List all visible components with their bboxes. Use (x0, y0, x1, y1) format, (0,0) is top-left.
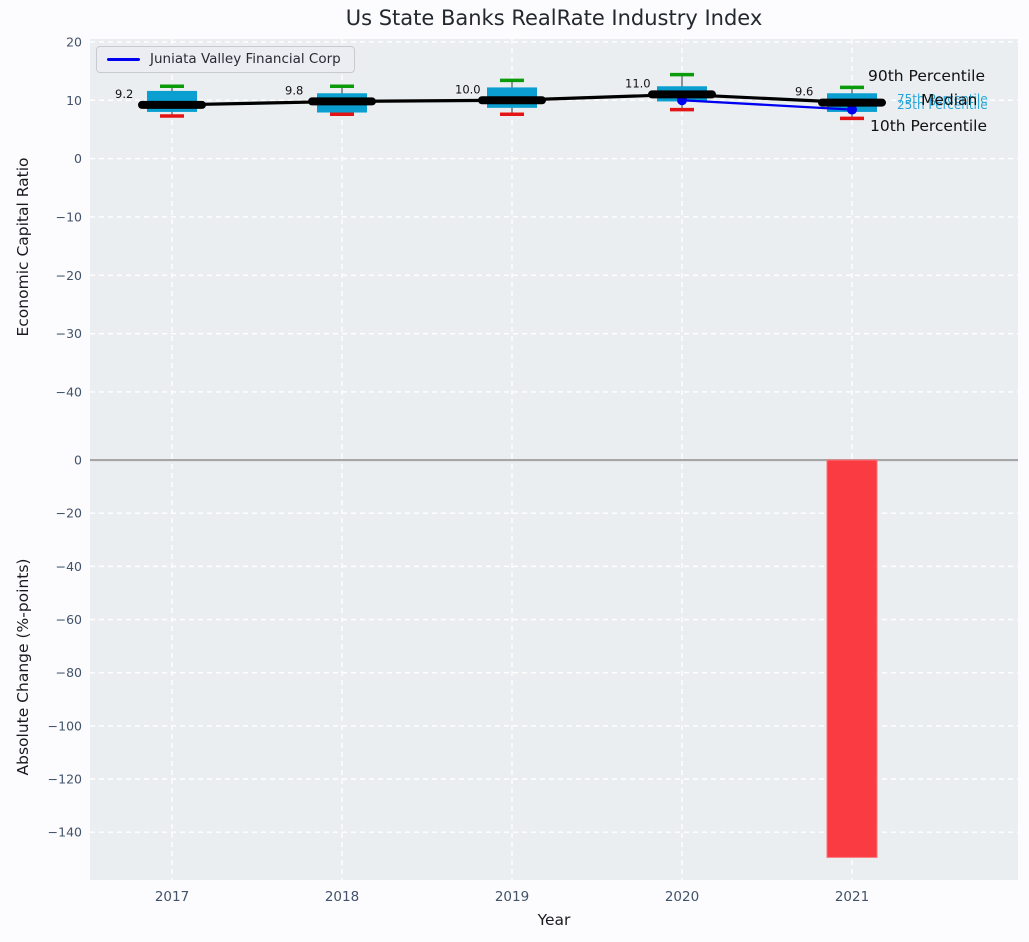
y-tick-label: 20 (66, 34, 82, 49)
median-value-label: 9.6 (795, 85, 813, 99)
x-tick-label: 2018 (325, 889, 359, 905)
bar-2021 (826, 459, 878, 858)
y-tick-label: −120 (48, 771, 82, 786)
x-tick-label: 2017 (155, 889, 189, 905)
annotation-90th-percentile: 90th Percentile (868, 67, 986, 85)
annotation-10th-percentile: 10th Percentile (870, 117, 988, 135)
y-tick-label: −20 (56, 506, 82, 521)
x-tick-label: 2020 (665, 889, 699, 905)
median-value-label: 9.8 (285, 83, 303, 97)
bottom-plot-background (90, 455, 1018, 880)
y-axis-label-bottom: Absolute Change (%-points) (14, 558, 32, 776)
annotation-median: Median (921, 91, 978, 109)
annotation-75th-percentile: 75th Percentile (897, 92, 988, 106)
y-tick-label: −60 (56, 612, 82, 627)
y-tick-label: −40 (56, 559, 82, 574)
y-tick-label: 0 (74, 453, 82, 468)
x-tick-label: 2019 (495, 889, 529, 905)
y-tick-label: −40 (56, 384, 82, 399)
y-axis-label-top: Economic Capital Ratio (14, 157, 32, 337)
y-tick-label: −80 (56, 665, 82, 680)
legend-label: Juniata Valley Financial Corp (150, 51, 341, 67)
legend-line-swatch (107, 57, 140, 61)
y-tick-label: 0 (74, 151, 82, 166)
y-tick-label: 10 (66, 93, 82, 108)
annotation-25th-percentile: 25th Percentile (897, 98, 988, 112)
company-line (681, 99, 853, 111)
median-value-label: 9.2 (115, 87, 133, 101)
chart-title: Us State Banks RealRate Industry Index (345, 6, 763, 30)
x-tick-label: 2021 (835, 889, 869, 905)
y-tick-label: −140 (48, 825, 82, 840)
y-tick-label: −100 (48, 718, 82, 733)
median-value-label: 11.0 (625, 76, 651, 90)
company-marker (847, 104, 857, 115)
legend: Juniata Valley Financial Corp (96, 46, 355, 73)
y-tick-label: −20 (56, 268, 82, 283)
median-value-label: 10.0 (455, 82, 481, 96)
y-tick-label: −30 (56, 326, 82, 341)
x-axis-label: Year (537, 911, 571, 929)
y-tick-label: −10 (56, 209, 82, 224)
